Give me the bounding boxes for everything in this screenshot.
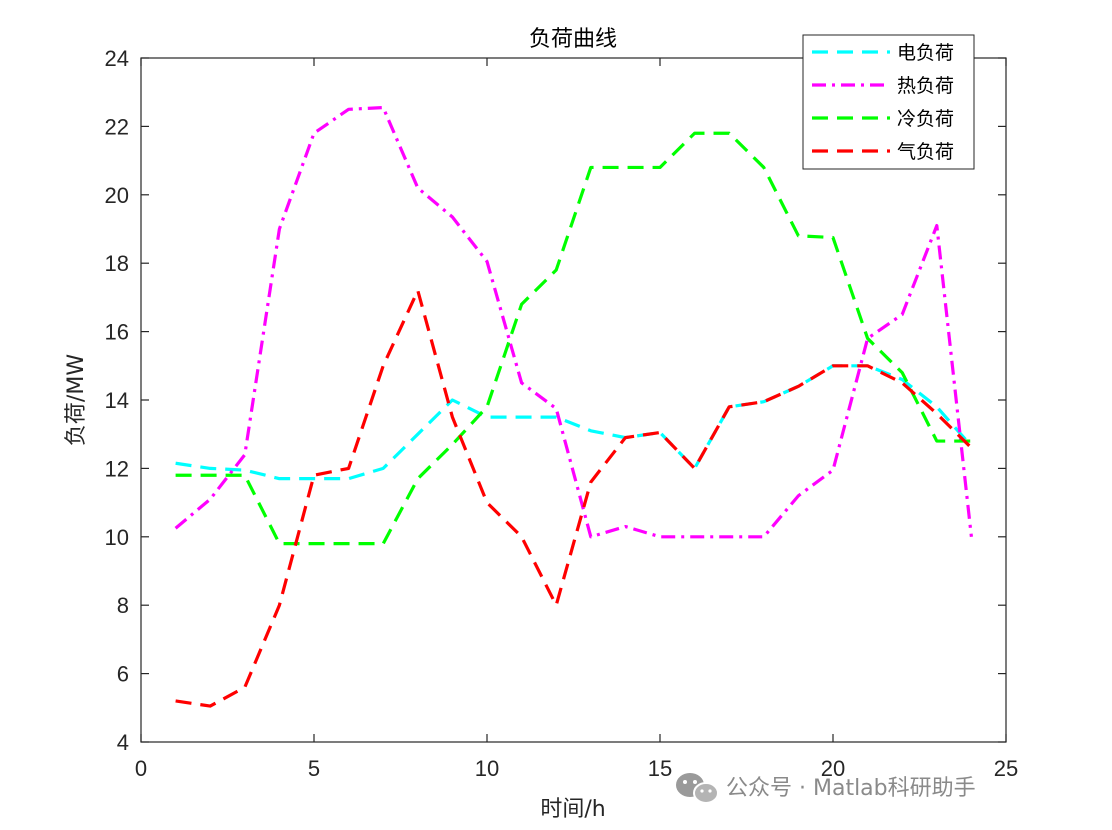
series-layer — [174, 105, 973, 708]
x-tick-label: 10 — [475, 756, 499, 781]
y-tick-label: 24 — [105, 46, 129, 71]
y-tick-label: 8 — [117, 593, 129, 618]
legend-label: 气负荷 — [897, 141, 954, 163]
y-tick-label: 22 — [105, 114, 129, 139]
chart-title: 负荷曲线 — [529, 27, 617, 52]
x-tick-label: 15 — [648, 756, 672, 781]
legend-label: 电负荷 — [897, 42, 954, 64]
wechat-icon — [676, 773, 719, 804]
legend-label: 热负荷 — [897, 75, 954, 97]
x-axis-label: 时间/h — [540, 797, 605, 822]
series-line-4 — [175, 288, 973, 708]
y-tick-label: 12 — [105, 456, 129, 481]
y-tick-label: 10 — [105, 525, 129, 550]
legend-label: 冷负荷 — [897, 108, 954, 130]
x-tick-label: 5 — [308, 756, 320, 781]
x-tick-label: 0 — [135, 756, 147, 781]
series-line-2 — [174, 105, 973, 539]
y-tick-label: 16 — [105, 320, 129, 345]
y-tick-label: 20 — [105, 183, 129, 208]
legend-box — [802, 34, 975, 170]
y-tick-label: 14 — [105, 388, 129, 413]
x-tick-label: 20 — [821, 756, 845, 781]
watermark: 公众号 · Matlab科研助手 — [676, 773, 976, 804]
watermark-text: 公众号 · Matlab科研助手 — [726, 776, 976, 801]
x-tick-label: 25 — [994, 756, 1018, 781]
y-tick-label: 6 — [117, 662, 129, 687]
tick-layer: 0 5 10 15 20 25 4 6 8 10 12 14 16 18 20 22 24 — [105, 46, 1019, 781]
y-axis-label: 负荷/MW — [64, 354, 89, 446]
plot-area — [141, 58, 1006, 742]
y-tick-label: 4 — [117, 730, 129, 755]
series-line-3 — [175, 131, 972, 546]
y-tick-label: 18 — [105, 251, 129, 276]
